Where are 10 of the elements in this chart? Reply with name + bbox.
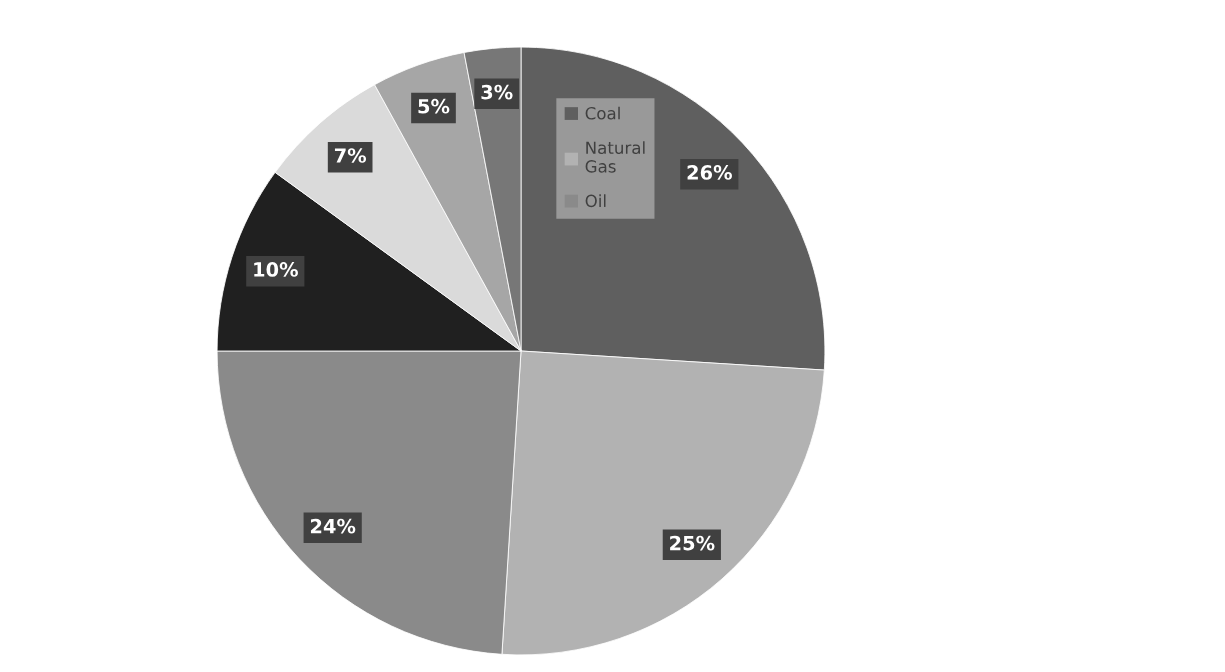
data-label: 24% — [310, 518, 356, 534]
legend-label: Coal — [585, 106, 620, 120]
data-label: 10% — [254, 262, 298, 277]
legend-label: Oil — [585, 194, 606, 208]
data-label: 26% — [687, 165, 732, 180]
legend-label: Natural Gas — [585, 141, 645, 173]
data-label: 25% — [670, 535, 715, 551]
data-label: 5% — [418, 98, 450, 114]
data-label: 7% — [334, 148, 367, 163]
data-label: 3% — [481, 84, 513, 100]
